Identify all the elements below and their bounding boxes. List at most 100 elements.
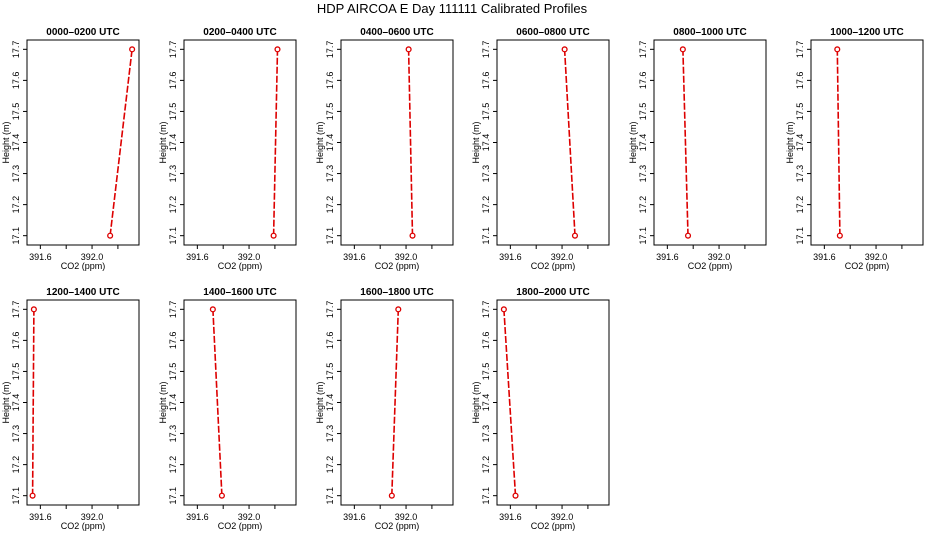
panel-9-y-tick-label-6: 17.7 [325, 301, 335, 319]
panel-7-point-1 [30, 306, 37, 313]
panel-9-x-tick-label-1: 392.0 [395, 512, 418, 522]
panel-5-y-tick-label-3: 17.4 [638, 134, 648, 152]
panel-10-point-0 [512, 492, 519, 499]
panel-3-x-tick-label-0: 391.6 [343, 252, 366, 262]
panel-3: 0400–0600 UTC 17.1 17.2 17.3 17.4 17.5 17.6 17.… [315, 27, 454, 271]
panel-1-y-tick-label-6: 17.7 [11, 41, 21, 59]
panel-9-series-line [391, 309, 400, 496]
panel-5-title: 0800–1000 UTC [673, 27, 746, 38]
panel-3-plot-frame [340, 39, 454, 246]
panel-7: 1200–1400 UTC 17.1 17.2 17.3 17.4 17.5 17.6 17.… [1, 287, 140, 531]
panel-6-y-tick-label-2: 17.3 [795, 165, 805, 183]
panel-3-y-tick-label-1: 17.2 [325, 196, 335, 214]
panel-3-y-tick-label-6: 17.7 [325, 41, 335, 59]
panel-8-title: 1400–1600 UTC [203, 287, 276, 298]
panel-1-y-axis-label: Height (m) [1, 121, 11, 163]
panel-3-title: 0400–0600 UTC [360, 27, 433, 38]
panel-5-y-tick-label-0: 17.1 [638, 227, 648, 245]
panel-1-title: 0000–0200 UTC [46, 27, 119, 38]
panel-6-y-tick-label-1: 17.2 [795, 196, 805, 214]
panel-4-y-tick-label-1: 17.2 [481, 196, 491, 214]
panel-7-y-tick-label-4: 17.5 [11, 363, 21, 381]
panel-8-y-tick-label-1: 17.2 [168, 456, 178, 474]
panel-6-y-axis-label: Height (m) [785, 121, 795, 163]
panel-4-title: 0600–0800 UTC [516, 27, 589, 38]
panel-2-y-tick-label-3: 17.4 [168, 134, 178, 152]
panel-5-series-line [682, 49, 689, 236]
panel-7-x-axis-label: CO2 (ppm) [61, 521, 106, 531]
panel-5-y-tick-label-1: 17.2 [638, 196, 648, 214]
panel-2-x-tick-label-1: 392.0 [238, 252, 261, 262]
panel-9-y-axis-label: Height (m) [315, 381, 325, 423]
panel-9-y-tick-label-3: 17.4 [325, 394, 335, 412]
panel-6-x-tick-label-1: 392.0 [865, 252, 888, 262]
panel-7-point-0 [29, 492, 36, 499]
panel-7-y-tick-label-2: 17.3 [11, 425, 21, 443]
panel-4-y-tick-label-2: 17.3 [481, 165, 491, 183]
panel-10-y-tick-label-4: 17.5 [481, 363, 491, 381]
panel-6-x-tick-label-0: 391.6 [813, 252, 836, 262]
panel-10-series-line [503, 309, 517, 496]
panel-7-y-tick-label-0: 17.1 [11, 487, 21, 505]
panel-1-y-tick-label-2: 17.3 [11, 165, 21, 183]
panel-7-series-line [31, 309, 35, 496]
panel-1-y-tick-label-4: 17.5 [11, 103, 21, 121]
panel-1-y-tick-label-5: 17.6 [11, 72, 21, 90]
panel-9-x-axis-label: CO2 (ppm) [375, 521, 420, 531]
panel-4-x-tick-label-0: 391.6 [499, 252, 522, 262]
panel-7-plot-frame [26, 299, 140, 506]
panel-5-x-tick-label-0: 391.6 [656, 252, 679, 262]
panel-1-plot-frame [26, 39, 140, 246]
panel-1: 0000–0200 UTC 17.1 17.2 17.3 17.4 17.5 17.6 17.… [1, 27, 140, 271]
panel-3-x-tick-label-1: 392.0 [395, 252, 418, 262]
panel-1-y-tick-label-0: 17.1 [11, 227, 21, 245]
panel-7-y-tick-label-3: 17.4 [11, 394, 21, 412]
panel-5-point-1 [679, 46, 686, 53]
panel-10-y-tick-label-3: 17.4 [481, 394, 491, 412]
panel-9-y-tick-label-2: 17.3 [325, 425, 335, 443]
panel-1-x-tick-label-1: 392.0 [81, 252, 104, 262]
panel-7-y-axis-label: Height (m) [1, 381, 11, 423]
panel-1-x-tick-label-0: 391.6 [29, 252, 52, 262]
panel-6-point-1 [834, 46, 841, 53]
panel-5-y-tick-label-2: 17.3 [638, 165, 648, 183]
panel-5-y-tick-label-5: 17.6 [638, 72, 648, 90]
panel-8-y-tick-label-4: 17.5 [168, 363, 178, 381]
panel-3-y-tick-label-3: 17.4 [325, 134, 335, 152]
panel-3-x-axis-label: CO2 (ppm) [375, 261, 420, 271]
panel-5-x-axis-label: CO2 (ppm) [688, 261, 733, 271]
panel-7-title: 1200–1400 UTC [46, 287, 119, 298]
panel-10-y-axis-label: Height (m) [471, 381, 481, 423]
panel-grid: 0000–0200 UTC 17.1 17.2 17.3 17.4 17.5 17.6 17.… [1, 27, 924, 531]
panel-2-series-line [272, 49, 279, 236]
panel-5-y-tick-label-6: 17.7 [638, 41, 648, 59]
panel-8: 1400–1600 UTC 17.1 17.2 17.3 17.4 17.5 17.6 17.… [158, 287, 297, 531]
panel-6-plot-frame [810, 39, 924, 246]
panel-8-x-axis-label: CO2 (ppm) [218, 521, 263, 531]
panel-4-y-tick-label-3: 17.4 [481, 134, 491, 152]
panel-5-plot-frame [653, 39, 767, 246]
panel-8-series-line [212, 309, 223, 496]
panel-4-x-axis-label: CO2 (ppm) [531, 261, 576, 271]
panel-1-series-line [109, 49, 133, 236]
panel-2-point-0 [270, 232, 277, 239]
panel-7-x-tick-label-1: 392.0 [81, 512, 104, 522]
figure-title: HDP AIRCOA E Day 111111 Calibrated Profi… [317, 1, 588, 16]
panel-2-y-tick-label-6: 17.7 [168, 41, 178, 59]
panel-10-y-tick-label-6: 17.7 [481, 301, 491, 319]
panel-1-y-tick-label-3: 17.4 [11, 134, 21, 152]
panel-6-x-axis-label: CO2 (ppm) [845, 261, 890, 271]
panel-3-series-line [407, 49, 414, 236]
panel-10-title: 1800–2000 UTC [516, 287, 589, 298]
panel-4-y-tick-label-0: 17.1 [481, 227, 491, 245]
panel-10-x-tick-label-0: 391.6 [499, 512, 522, 522]
panel-1-x-axis-label: CO2 (ppm) [61, 261, 106, 271]
panel-2-plot-frame [183, 39, 297, 246]
panel-8-y-tick-label-3: 17.4 [168, 394, 178, 412]
panel-4-series-line [563, 49, 576, 236]
panel-6-point-0 [836, 232, 843, 239]
panel-8-x-tick-label-1: 392.0 [238, 512, 261, 522]
panel-10-x-axis-label: CO2 (ppm) [531, 521, 576, 531]
panel-10-y-tick-label-0: 17.1 [481, 487, 491, 505]
